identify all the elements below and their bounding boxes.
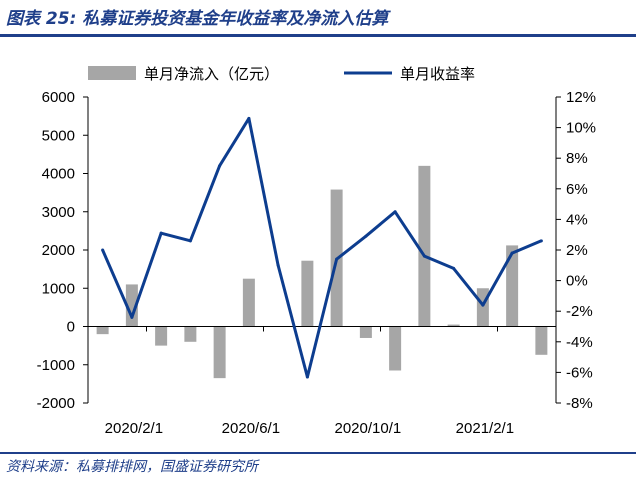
return-point-2020/12/1 — [422, 254, 426, 258]
chart-title: 图表 25: 私募证券投资基金年收益率及净流入估算 — [6, 4, 388, 29]
bar-2020/10/1 — [359, 326, 372, 338]
right-tick-label: 10% — [566, 120, 596, 137]
return-point-2020/1/1 — [101, 248, 105, 252]
bar-2021/2/1 — [476, 288, 489, 327]
left-tick-label: 1000 — [42, 280, 75, 297]
return-point-2021/2/1 — [481, 303, 485, 307]
return-point-2020/5/1 — [218, 164, 222, 168]
left-tick-label: -1000 — [37, 357, 75, 374]
bar-2021/1/1 — [447, 324, 460, 327]
return-point-2020/8/1 — [305, 375, 309, 379]
chart-area: -2000 -1000 0 1000 2000 3000 4000 5000 6000 -8% -6… — [37, 65, 596, 437]
return-point-2020/10/1 — [364, 234, 368, 238]
bar-2020/12/1 — [418, 165, 431, 327]
return-point-2020/9/1 — [335, 257, 339, 261]
return-point-2021/4/1 — [539, 239, 543, 243]
right-tick-label: 4% — [566, 211, 588, 228]
right-tick-label: -8% — [566, 395, 593, 412]
figure-label: 图表 25: — [6, 9, 77, 29]
title-divider — [0, 34, 636, 37]
bar-2021/3/1 — [506, 245, 519, 327]
right-tick-label: -4% — [566, 334, 593, 351]
figure-title: 私募证券投资基金年收益率及净流入估算 — [82, 9, 389, 29]
bar-2021/4/1 — [535, 326, 548, 355]
return-point-2021/1/1 — [452, 266, 456, 270]
return-point-2020/11/1 — [393, 210, 397, 214]
bar-2020/2/1 — [125, 284, 138, 327]
x-tick-label: 2020/2/1 — [105, 420, 163, 437]
left-tick-label: 2000 — [42, 242, 75, 259]
bar-2020/6/1 — [242, 278, 255, 327]
right-tick-label: 12% — [566, 89, 596, 106]
right-tick-label: -2% — [566, 303, 593, 320]
bar-2020/3/1 — [155, 326, 168, 346]
bar-2020/1/1 — [96, 326, 109, 335]
return-point-2021/3/1 — [510, 251, 514, 255]
right-tick-label: 6% — [566, 181, 588, 198]
x-tick-label: 2021/2/1 — [456, 420, 514, 437]
return-point-2020/7/1 — [276, 263, 280, 267]
source-divider — [0, 452, 636, 454]
bar-2020/8/1 — [301, 260, 314, 327]
right-tick-label: 0% — [566, 273, 588, 290]
left-tick-label: 0 — [67, 319, 75, 336]
right-tick-label: -6% — [566, 364, 593, 381]
left-tick-label: 4000 — [42, 166, 75, 183]
right-tick-label: 2% — [566, 242, 588, 259]
source-note: 资料来源：私募排排网，国盛证券研究所 — [6, 459, 258, 475]
return-line — [101, 116, 542, 379]
x-tick-label: 2020/10/1 — [335, 420, 402, 437]
legend-bar-label: 单月净流入（亿元） — [144, 65, 279, 83]
right-tick-label: 8% — [566, 150, 588, 167]
bar-2020/11/1 — [389, 326, 402, 371]
x-tick-label: 2020/6/1 — [222, 420, 280, 437]
left-tick-label: 6000 — [42, 89, 75, 106]
left-tick-label: 5000 — [42, 127, 75, 144]
return-point-2020/3/1 — [159, 231, 163, 235]
return-point-2020/6/1 — [247, 116, 251, 120]
left-tick-label: 3000 — [42, 204, 75, 221]
return-point-2020/4/1 — [188, 239, 192, 243]
left-tick-label: -2000 — [37, 395, 75, 412]
bar-2020/5/1 — [213, 326, 226, 379]
legend-bar-swatch — [88, 66, 136, 80]
legend-line-label: 单月收益率 — [400, 65, 475, 83]
bar-2020/4/1 — [184, 326, 197, 342]
return-point-2020/2/1 — [130, 315, 134, 319]
